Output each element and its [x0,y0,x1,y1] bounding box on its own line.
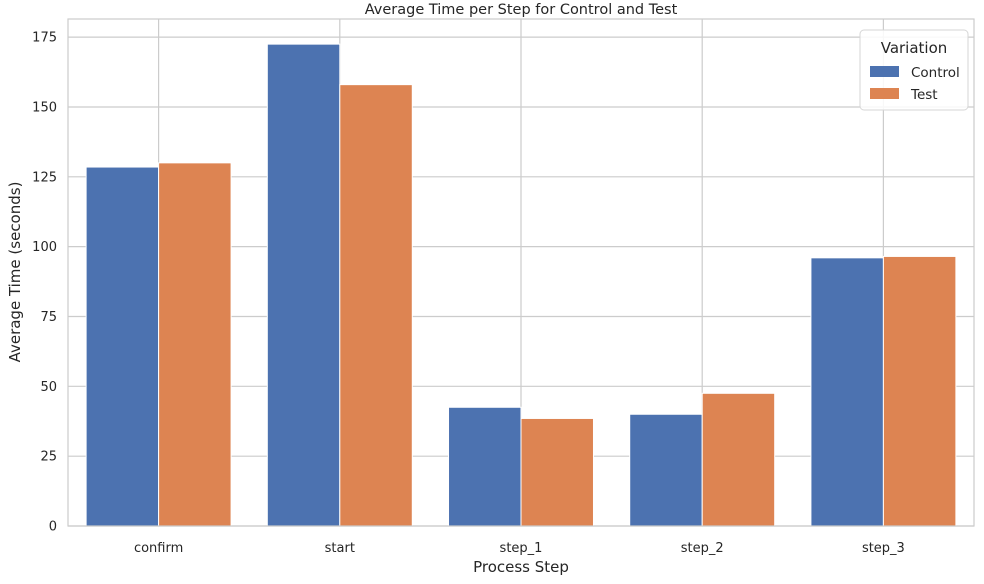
bar-test-confirm [158,162,232,527]
y-tick-label: 175 [32,31,57,46]
y-tick-label: 100 [32,240,57,255]
bar-test-start [339,84,413,527]
plot-frame [67,18,975,527]
x-tick-label: step_1 [500,541,543,556]
x-tick-label: start [325,541,355,556]
y-tick-label: 150 [32,100,57,115]
x-tick-labels: confirm start step_1 step_2 step_3 [134,541,905,556]
bar-test-step-2 [701,392,776,527]
bar-control-confirm [85,166,160,527]
y-tick-labels: 0 25 50 75 100 125 150 175 [32,31,57,535]
bars [85,43,957,527]
y-tick-label: 25 [40,450,57,465]
legend-swatch-control [870,66,899,77]
bar-control-step-1 [448,406,522,527]
bar-control-step-2 [629,413,703,527]
bar-test-step-1 [520,417,594,527]
bar-test-step-3 [882,255,957,527]
y-axis-title: Average Time (seconds) [6,182,24,363]
bar-control-step-3 [810,257,884,527]
x-tick-label: confirm [134,541,183,556]
legend-title: Variation [881,39,948,57]
y-tick-label: 0 [49,520,57,535]
bar-control-start [266,43,341,527]
chart-title: Average Time per Step for Control and Te… [365,2,678,18]
legend: Variation Control Test [859,29,969,111]
y-tick-label: 75 [40,310,57,325]
legend-swatch-test [870,88,899,99]
legend-label-test: Test [910,87,938,103]
y-tick-label: 50 [40,380,57,395]
x-tick-label: step_2 [681,541,724,556]
legend-label-control: Control [911,65,960,81]
y-tick-label: 125 [32,170,57,185]
x-tick-label: step_3 [862,541,905,556]
x-axis-title: Process Step [473,558,569,576]
